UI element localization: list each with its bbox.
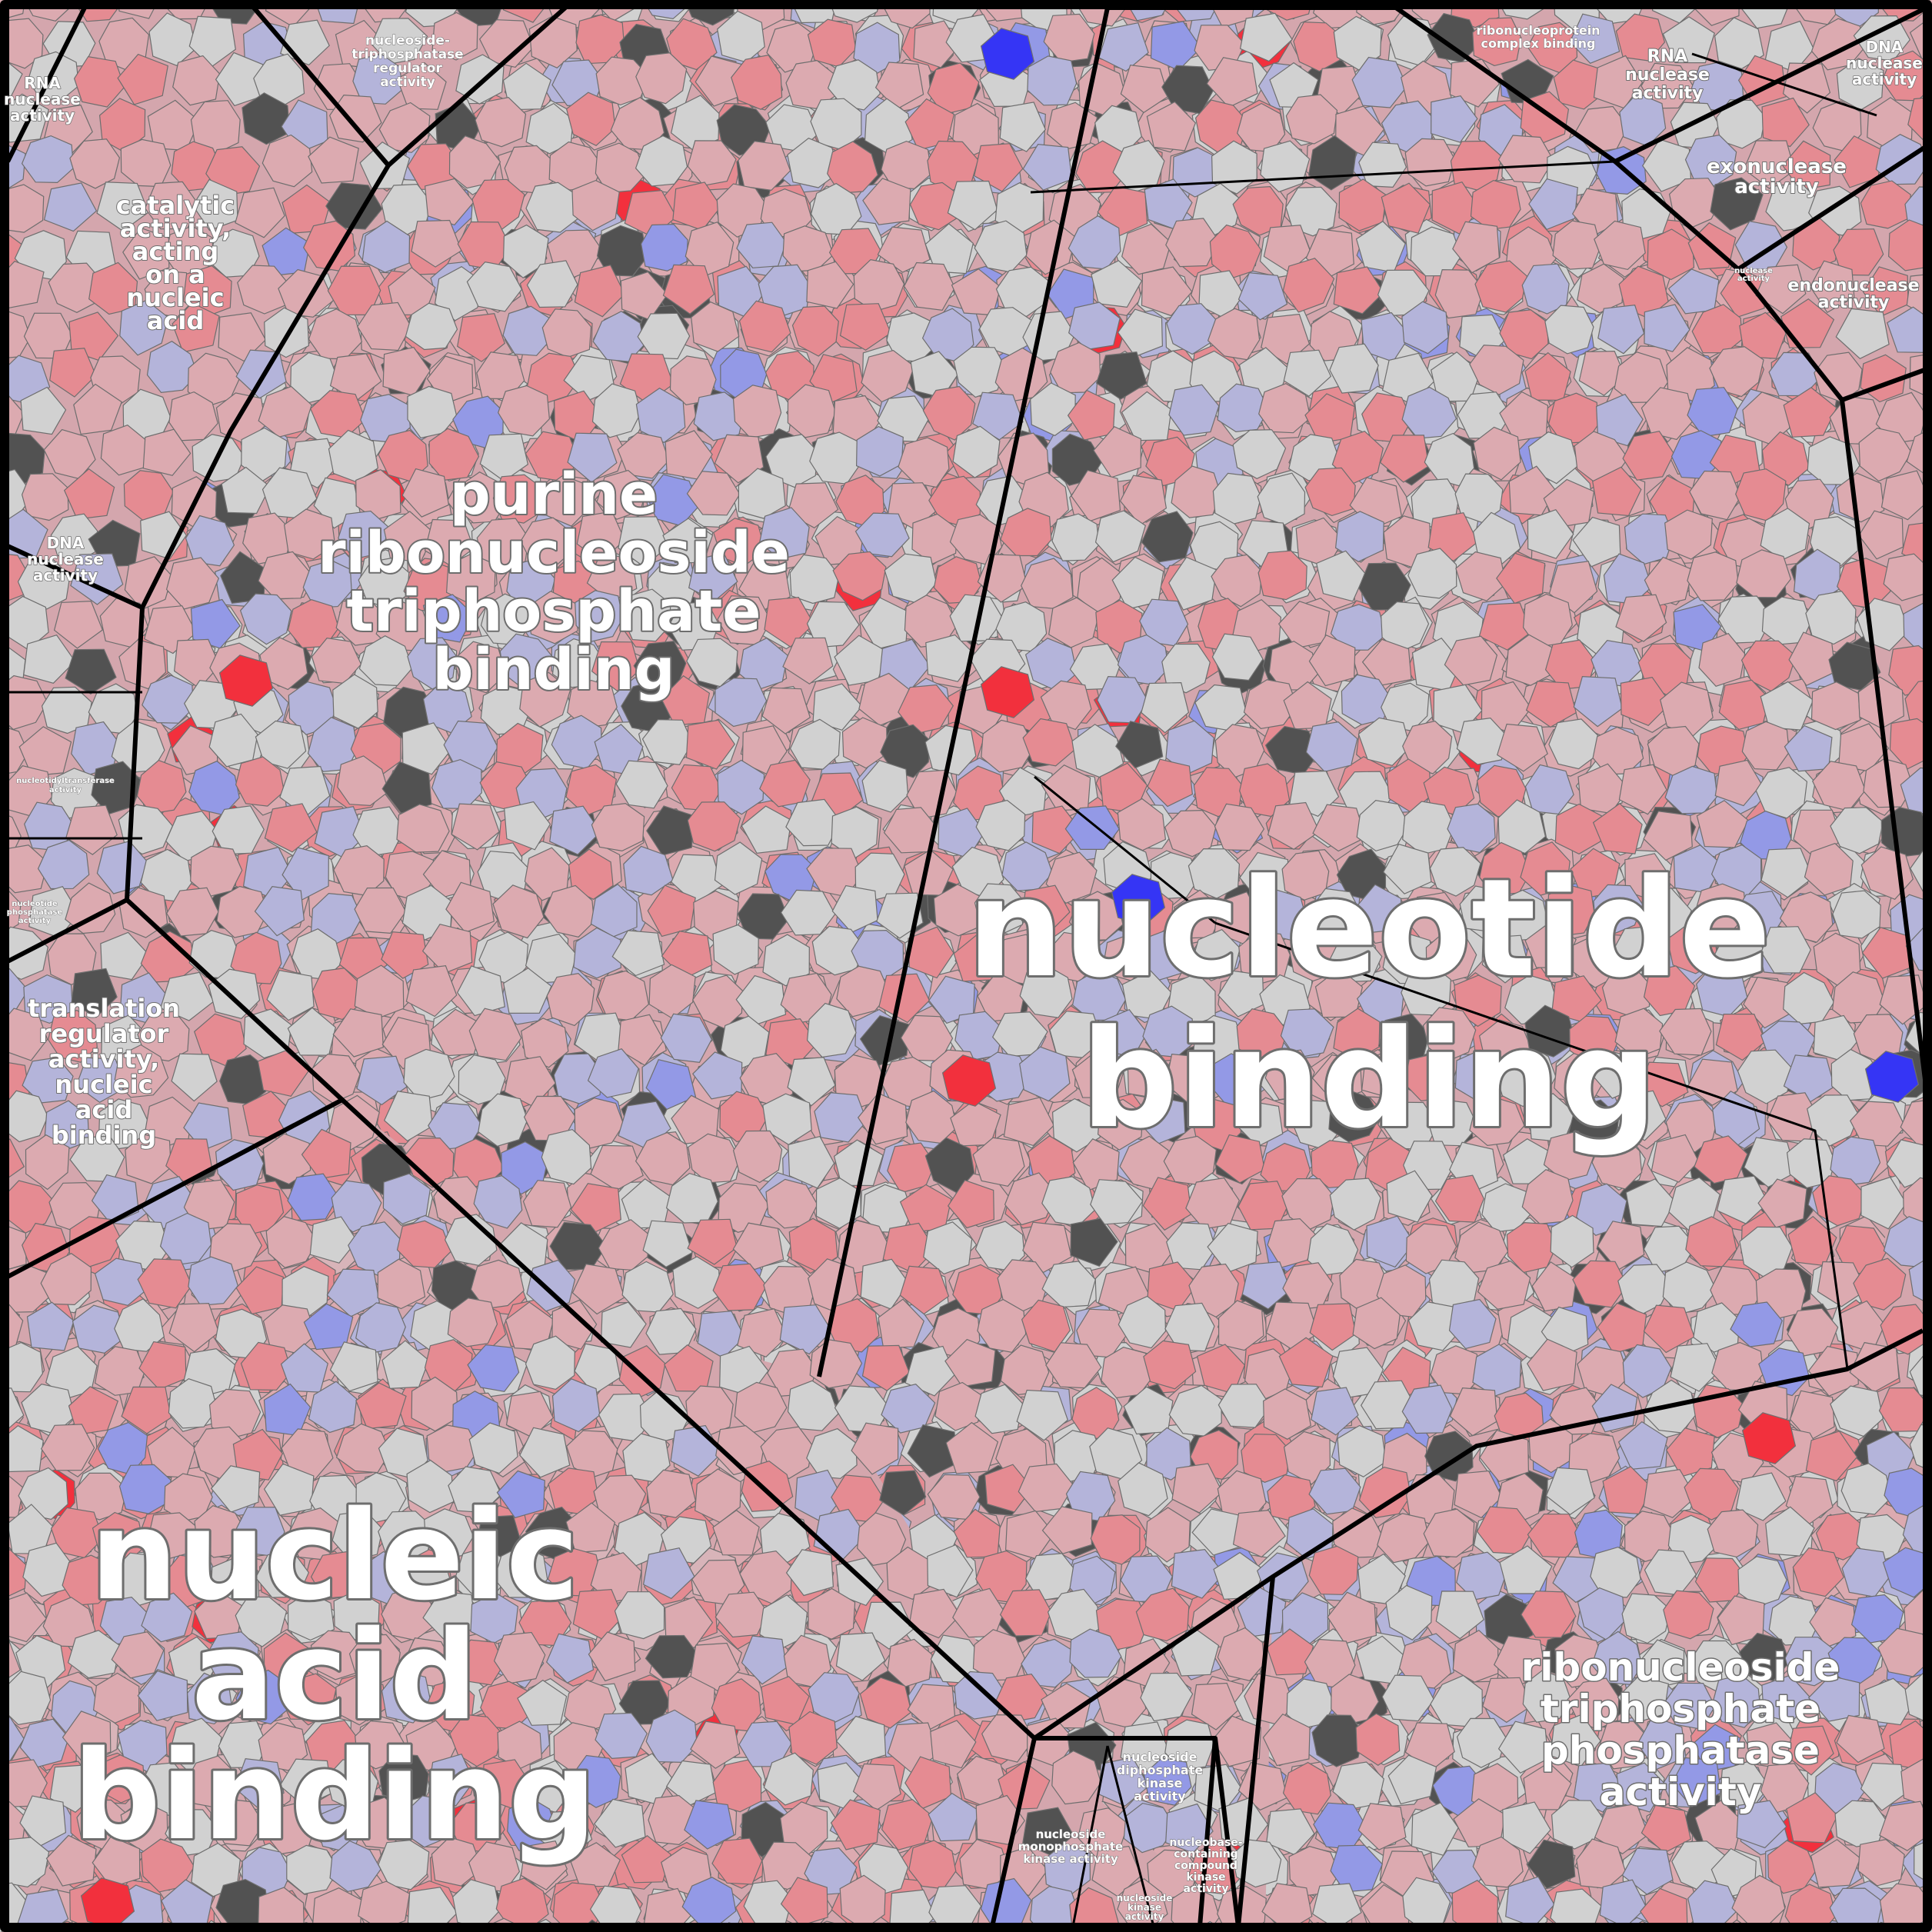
treemap-cell bbox=[8, 1300, 20, 1350]
